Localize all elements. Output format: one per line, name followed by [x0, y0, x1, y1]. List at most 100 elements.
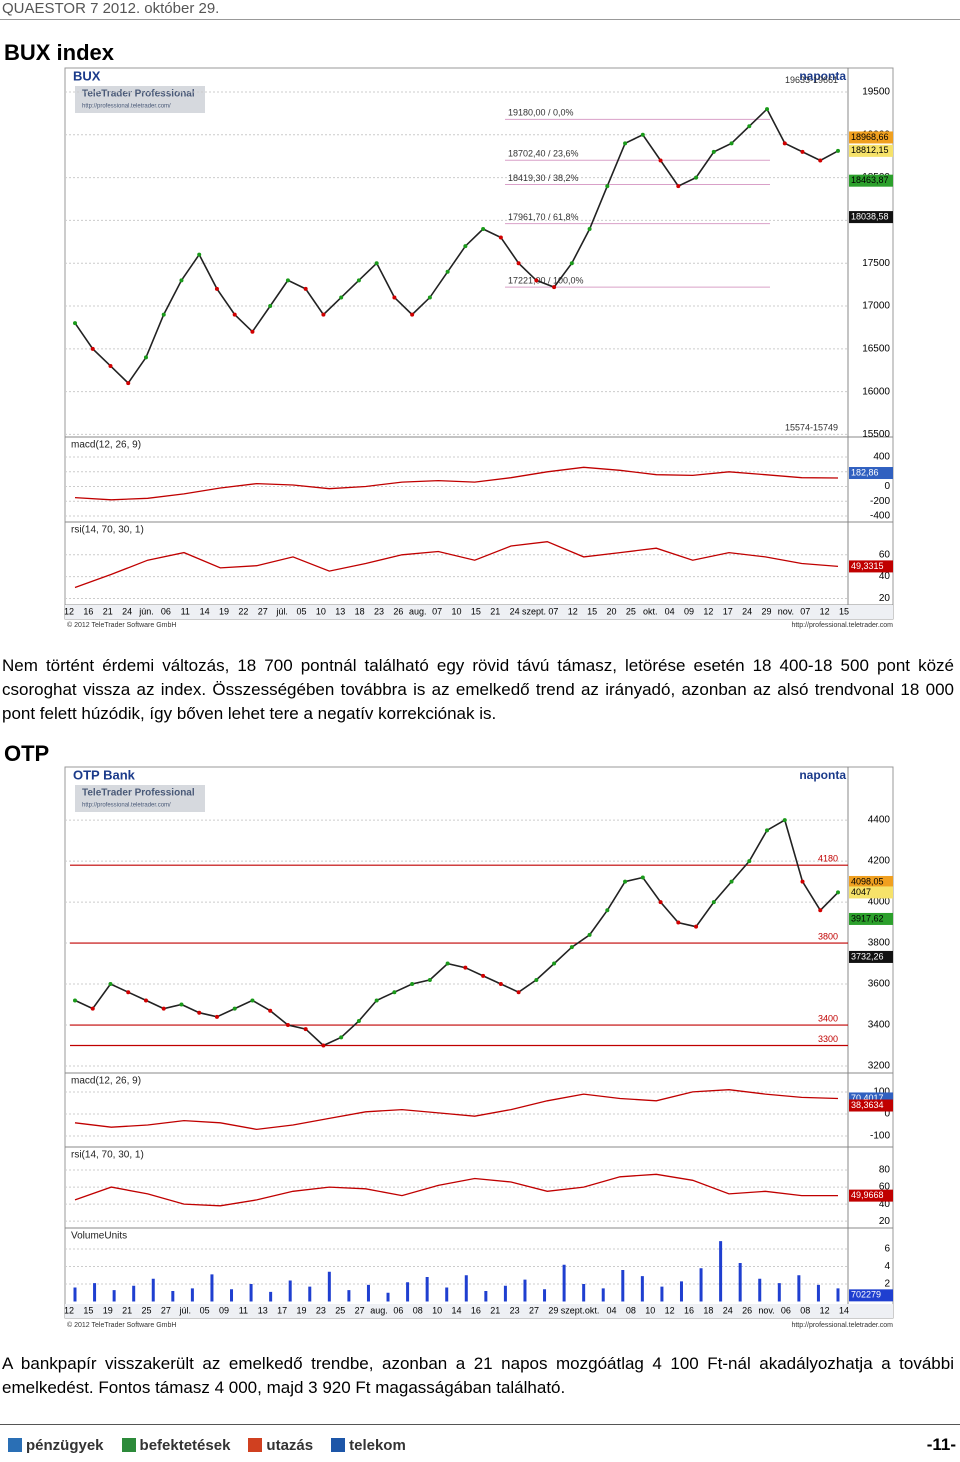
price-point — [356, 1018, 361, 1023]
volume-bar — [660, 1286, 664, 1302]
price-point — [569, 945, 574, 950]
y-tick-label: 17000 — [862, 301, 890, 312]
x-tick-label: 25 — [335, 1305, 345, 1315]
chart-title: OTP Bank — [73, 767, 136, 782]
value-label-box — [849, 1099, 893, 1112]
price-point — [321, 1043, 326, 1048]
price-point — [711, 900, 716, 905]
x-tick-label: 24 — [510, 606, 520, 616]
price-point — [268, 304, 273, 309]
price-point — [214, 286, 219, 291]
logo-url: http://professional.teletrader.com/ — [82, 104, 171, 110]
value-label-box — [849, 1189, 893, 1202]
volume-bar — [816, 1284, 820, 1302]
price-point — [197, 252, 202, 257]
price-point — [410, 982, 415, 987]
x-tick-label: 26 — [742, 1305, 752, 1315]
value-label: 49,3315 — [851, 561, 884, 571]
price-point — [214, 1014, 219, 1019]
y-tick-label: -100 — [870, 1131, 890, 1142]
volume-bar — [112, 1290, 116, 1302]
x-tick-label: 12 — [665, 1305, 675, 1315]
indicator-line — [74, 541, 839, 589]
y-tick-label: 6 — [884, 1244, 890, 1255]
value-label-box — [849, 144, 893, 157]
value-label: 4098,05 — [851, 876, 884, 886]
y-tick-label: 4400 — [868, 815, 891, 826]
price-point — [516, 990, 521, 995]
x-tick-label: 15 — [83, 1305, 93, 1315]
x-tick-label: 13 — [258, 1305, 268, 1315]
level-label: 3300 — [818, 1034, 838, 1044]
value-label: 18812,15 — [851, 145, 889, 155]
level-label: 4180 — [818, 854, 838, 864]
x-tick-label: 17 — [277, 1305, 287, 1315]
x-tick-label: 23 — [316, 1305, 326, 1315]
price-point — [463, 965, 468, 970]
price-point — [800, 879, 805, 884]
panel-label: rsi(14, 70, 30, 1) — [71, 1150, 144, 1161]
x-tick-label: 23 — [374, 606, 384, 616]
x-tick-label: júl. — [275, 606, 288, 616]
x-tick-label: 14 — [839, 1305, 849, 1315]
value-label: 70,4017 — [851, 1093, 884, 1103]
nav-item[interactable]: pénzügyek — [8, 1437, 104, 1454]
logo: TeleTrader Professional — [82, 89, 195, 100]
volume-bar — [797, 1275, 801, 1302]
price-point — [268, 1008, 273, 1013]
nav-item[interactable]: telekom — [331, 1437, 406, 1454]
panel-label: VolumeUnits — [71, 1231, 127, 1242]
nav-label: utazás — [266, 1436, 314, 1454]
x-tick-label: 07 — [432, 606, 442, 616]
price-point — [782, 141, 787, 146]
price-point — [250, 998, 255, 1003]
value-label-box — [849, 1289, 893, 1302]
nav-item[interactable]: utazás — [248, 1437, 313, 1454]
fibonacci-label: 17961,70 / 61,8% — [508, 212, 579, 222]
y-tick-label: 0 — [884, 1109, 890, 1120]
value-label-box — [849, 467, 893, 480]
x-tick-label: 15 — [471, 606, 481, 616]
nav-item[interactable]: befektetések — [121, 1437, 230, 1454]
x-tick-label: 21 — [103, 606, 113, 616]
y-tick-label: 40 — [879, 571, 891, 582]
x-tick-label: 24 — [122, 606, 132, 616]
value-label: 4047 — [851, 887, 871, 897]
paragraph: Nem történt érdemi változás, 18 700 pont… — [2, 656, 954, 723]
price-point — [818, 158, 823, 163]
price-point — [587, 226, 592, 231]
value-label: 702279 — [851, 1290, 881, 1300]
level-label: 3800 — [818, 931, 838, 941]
y-tick-label: 400 — [873, 452, 890, 463]
chart-frame — [64, 67, 894, 620]
value-label: 18968,66 — [851, 132, 889, 142]
price-point — [676, 184, 681, 189]
price-point — [676, 920, 681, 925]
price-point — [694, 175, 699, 180]
indicator-line — [74, 1089, 839, 1131]
price-point — [836, 890, 840, 895]
volume-bar — [640, 1276, 644, 1302]
price-point — [445, 269, 450, 274]
price-point — [623, 141, 628, 146]
x-tick-label: 22 — [238, 606, 248, 616]
y-tick-label: 19500 — [862, 87, 890, 98]
x-tick-label: 07 — [548, 606, 558, 616]
x-tick-label: 16 — [684, 1305, 694, 1315]
x-tick-label: 16 — [471, 1305, 481, 1315]
volume-bar — [386, 1292, 390, 1302]
price-line — [74, 818, 839, 1047]
volume-bar — [738, 1263, 742, 1302]
price-point — [605, 908, 610, 913]
price-point — [747, 859, 752, 864]
price-point — [765, 107, 770, 112]
price-point — [498, 982, 503, 987]
value-label: 182,86 — [851, 467, 879, 477]
price-point — [126, 990, 131, 995]
logo-box — [75, 785, 205, 812]
volume-bar — [836, 1288, 840, 1302]
chart-period: naponta — [799, 69, 846, 83]
price-point — [729, 879, 734, 884]
price-point — [800, 149, 805, 154]
